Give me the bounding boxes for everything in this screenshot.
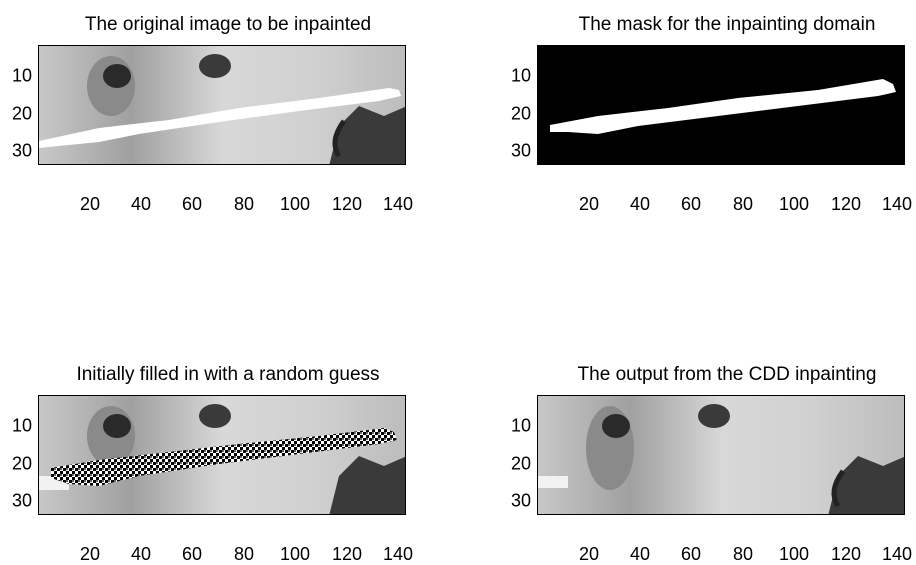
y-tick-label: 20: [11, 453, 32, 474]
y-tick-label: 10: [11, 415, 32, 436]
panel-title: The output from the CDD inpainting: [577, 364, 877, 385]
x-tick-label: 140: [881, 194, 913, 214]
image-random-guess: [38, 395, 406, 515]
x-tick-label: 80: [732, 544, 754, 564]
y-tick-label: 20: [510, 103, 531, 124]
x-tick-label: 20: [578, 544, 600, 564]
image-output: [537, 395, 905, 515]
y-tick-label: 20: [510, 453, 531, 474]
y-tick-label: 10: [11, 65, 32, 86]
x-tick-label: 40: [629, 194, 651, 214]
panel-title: Initially filled in with a random guess: [76, 364, 380, 385]
x-tick-label: 80: [233, 194, 255, 214]
mask-image: [538, 46, 904, 164]
y-tick-label: 30: [510, 140, 531, 161]
x-tick-label: 120: [331, 544, 363, 564]
y-tick-label: 30: [11, 490, 32, 511]
panel-random-guess: Initially filled in with a random guess: [12, 364, 418, 564]
x-tick-label: 140: [881, 544, 913, 564]
panel-original: The original image to be inpainted 10: [12, 14, 418, 214]
x-tick-label: 80: [233, 544, 255, 564]
x-tick-label: 40: [130, 194, 152, 214]
x-tick-label: 60: [680, 194, 702, 214]
x-tick-label: 140: [382, 544, 414, 564]
x-tick-label: 40: [130, 544, 152, 564]
x-tick-label: 120: [830, 194, 862, 214]
x-tick-label: 20: [578, 194, 600, 214]
x-tick-label: 20: [79, 194, 101, 214]
x-tick-label: 100: [778, 544, 810, 564]
y-tick-label: 30: [510, 490, 531, 511]
image-original: [38, 45, 406, 165]
x-tick-label: 100: [279, 194, 311, 214]
x-tick-label: 20: [79, 544, 101, 564]
inpainted-image: [538, 396, 904, 514]
x-tick-label: 60: [181, 544, 203, 564]
y-tick-label: 10: [510, 65, 531, 86]
panel-title: The original image to be inpainted: [84, 14, 372, 35]
x-tick-label: 60: [680, 544, 702, 564]
random-fill-image: [39, 396, 405, 514]
x-tick-label: 80: [732, 194, 754, 214]
x-tick-label: 100: [778, 194, 810, 214]
panel-title: The mask for the inpainting domain: [578, 14, 876, 35]
y-tick-label: 10: [510, 415, 531, 436]
panel-output: The output from the CDD inpainting 10: [511, 364, 916, 564]
x-tick-label: 40: [629, 544, 651, 564]
face-image: [39, 46, 405, 164]
x-tick-label: 100: [279, 544, 311, 564]
image-mask: [537, 45, 905, 165]
x-tick-label: 140: [382, 194, 414, 214]
x-tick-label: 120: [331, 194, 363, 214]
y-tick-label: 30: [11, 140, 32, 161]
x-tick-label: 60: [181, 194, 203, 214]
panel-mask: The mask for the inpainting domain 10 20…: [511, 14, 916, 214]
y-tick-label: 20: [11, 103, 32, 124]
x-tick-label: 120: [830, 544, 862, 564]
